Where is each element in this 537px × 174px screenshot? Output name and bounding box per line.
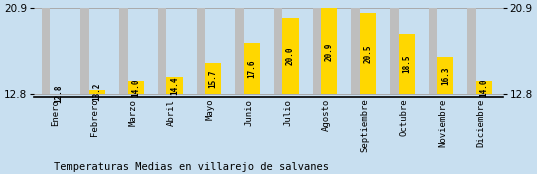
- Bar: [197, 8, 205, 94]
- Bar: [360, 13, 376, 94]
- Bar: [205, 64, 221, 94]
- Bar: [282, 18, 299, 94]
- Bar: [467, 8, 476, 94]
- Bar: [398, 34, 415, 94]
- Text: 18.5: 18.5: [402, 55, 411, 73]
- Text: 13.2: 13.2: [92, 83, 101, 101]
- Bar: [128, 81, 144, 94]
- Bar: [313, 8, 321, 94]
- Text: 12.8: 12.8: [54, 85, 63, 103]
- Text: 14.4: 14.4: [170, 76, 179, 95]
- Bar: [274, 8, 282, 94]
- Bar: [429, 8, 437, 94]
- Bar: [158, 8, 166, 94]
- Text: 20.5: 20.5: [364, 44, 373, 63]
- Text: 15.7: 15.7: [209, 70, 217, 88]
- Text: 16.3: 16.3: [441, 66, 450, 85]
- Bar: [166, 77, 183, 94]
- Text: Temperaturas Medias en villarejo de salvanes: Temperaturas Medias en villarejo de salv…: [54, 162, 329, 172]
- Text: 17.6: 17.6: [248, 60, 256, 78]
- Bar: [89, 90, 105, 94]
- Bar: [390, 8, 398, 94]
- Bar: [235, 8, 244, 94]
- Text: 14.0: 14.0: [131, 78, 140, 97]
- Text: 20.9: 20.9: [325, 42, 334, 61]
- Text: 14.0: 14.0: [480, 78, 489, 97]
- Bar: [351, 8, 360, 94]
- Bar: [244, 43, 260, 94]
- Bar: [42, 8, 50, 94]
- Bar: [476, 81, 492, 94]
- Bar: [437, 57, 453, 94]
- Bar: [81, 8, 89, 94]
- Bar: [119, 8, 128, 94]
- Text: 20.0: 20.0: [286, 47, 295, 65]
- Bar: [321, 8, 337, 94]
